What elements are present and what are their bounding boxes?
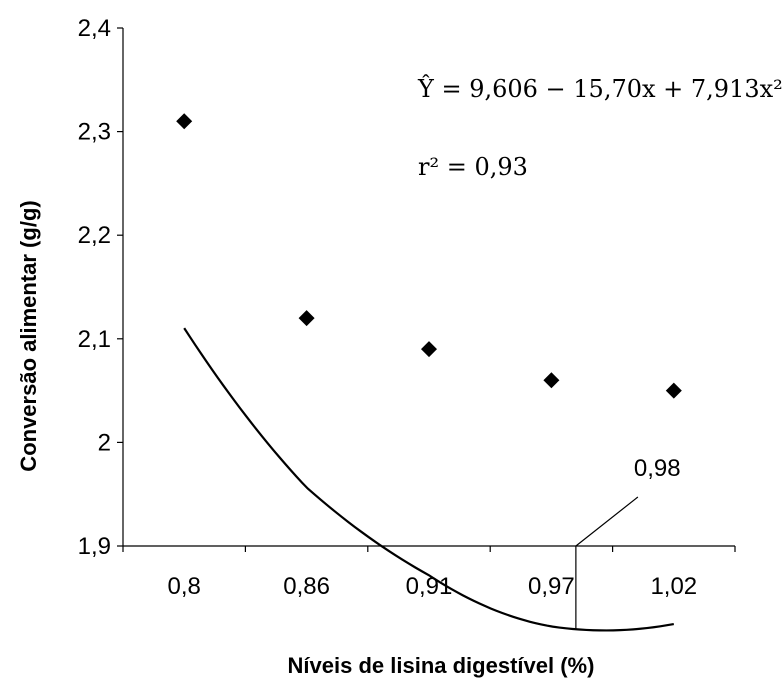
- ticks-layer: 1,9 2 2,1 2,2 2,3 2,4 0,8 0,86 0,91 0,97 1,02: [78, 15, 736, 600]
- fit-curve: [183, 327, 674, 632]
- y-tick-label: 1,9: [78, 533, 111, 560]
- data-point-diamond: [543, 372, 560, 389]
- y-tick-label: 2,4: [78, 15, 111, 42]
- y-tick-label: 2,1: [78, 326, 111, 353]
- x-tick-label: 0,97: [528, 573, 575, 600]
- r-squared-text: r² = 0,93: [418, 153, 528, 181]
- x-tick-label: 0,91: [406, 573, 453, 600]
- equation-text: Ŷ = 9,606 − 15,70x + 7,913x²: [417, 74, 783, 103]
- axes-layer: [122, 28, 735, 547]
- annotation-layer: 0,98: [575, 455, 681, 630]
- x-tick-label: 0,86: [283, 573, 330, 600]
- y-tick-label: 2,2: [78, 222, 111, 249]
- x-axis-title: Níveis de lisina digestível (%): [288, 653, 595, 678]
- y-tick-label: 2: [98, 429, 111, 456]
- x-tick-label: 1,02: [650, 573, 697, 600]
- data-point-diamond: [665, 382, 682, 399]
- fit-curve-layer: [183, 327, 674, 632]
- optimum-label: 0,98: [634, 455, 681, 482]
- data-point-diamond: [298, 310, 315, 327]
- x-tick-label: 0,8: [168, 573, 201, 600]
- data-point-diamond: [176, 113, 193, 130]
- y-tick-label: 2,3: [78, 119, 111, 146]
- y-axis-title: Conversão alimentar (g/g): [16, 200, 41, 471]
- points-layer: [176, 113, 682, 399]
- optimum-leader-line: [575, 496, 639, 547]
- data-point-diamond: [421, 341, 437, 358]
